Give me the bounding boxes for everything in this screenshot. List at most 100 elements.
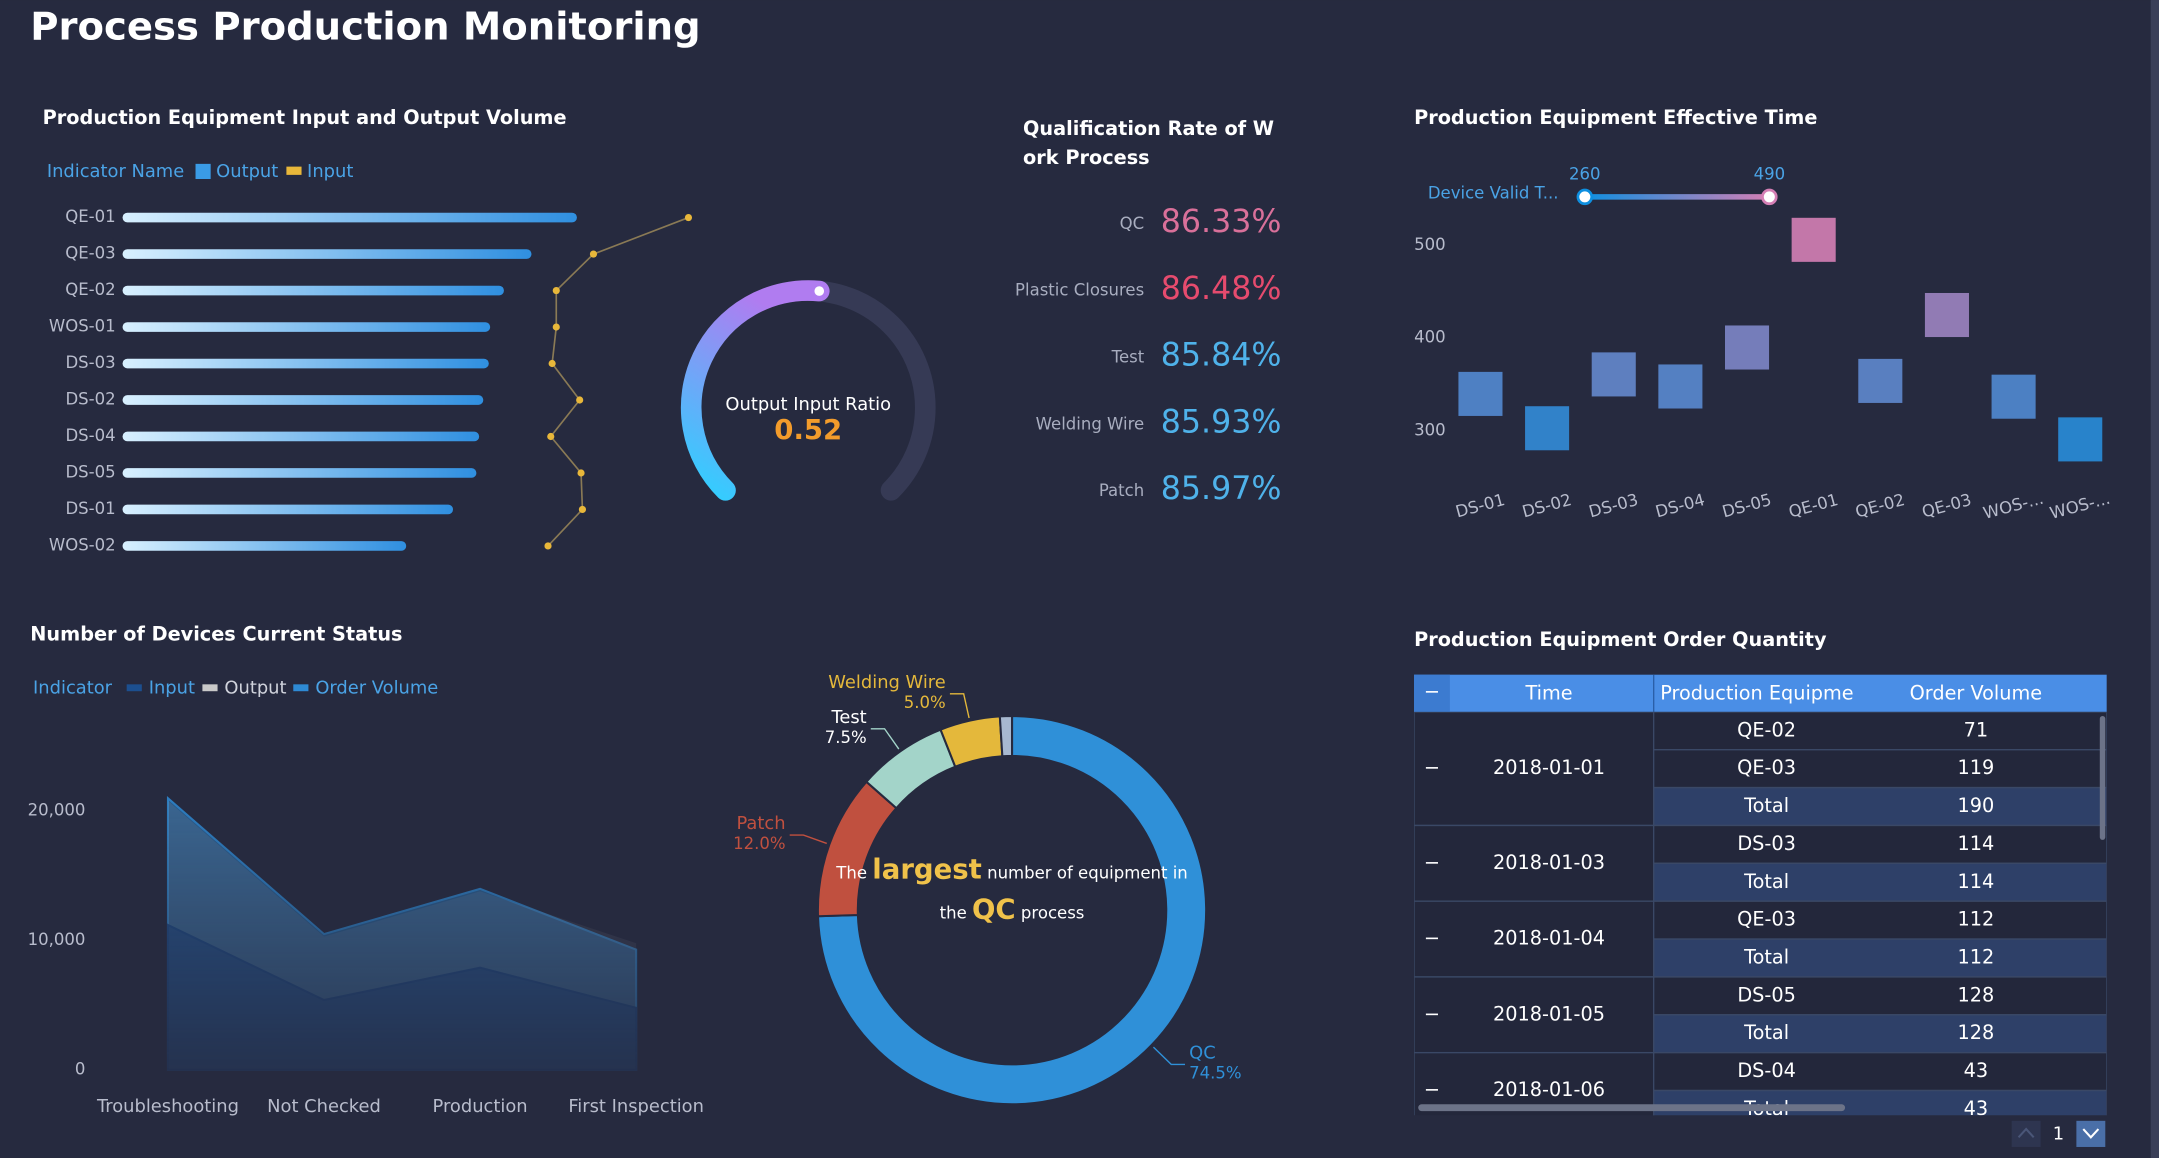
y-tick-label: 0 [75,1059,86,1078]
bar [122,468,477,478]
y-tick-label: QE-03 [65,244,115,263]
center-text-emphasis: QC [972,892,1016,926]
gauge-label: Output Input Ratio [725,394,891,415]
kpi-label: Test [1111,348,1145,367]
horizontal-scrollbar[interactable] [1418,1104,1846,1112]
y-tick-label: 10,000 [28,930,86,949]
center-text-part: process [1020,903,1085,923]
area-group [166,796,638,1071]
bar [122,249,532,259]
equipment-cell: QE-03 [1737,908,1796,931]
point [2058,417,2103,462]
point [1658,364,1703,409]
kpi-label: Welding Wire [1036,414,1145,433]
visual-map-label: Device Valid T... [1428,184,1559,203]
y-tick-label: 300 [1414,421,1446,440]
next-page[interactable] [2076,1120,2106,1147]
gauge-knob [811,283,827,299]
slice-label: Test [830,707,866,728]
panel-title: Production Equipment Order Quantity [1414,628,1827,651]
x-tick-label: Production [433,1096,528,1117]
table-header-toggle[interactable] [1414,674,1450,712]
slice-value: 5.0% [904,693,946,712]
time-cell: 2018-01-03 [1493,851,1605,874]
x-tick-label: Troubleshooting [96,1096,239,1117]
line-point [552,286,560,295]
table-row [1652,1051,2107,1092]
table-row [1652,862,2107,902]
equipment-cell: Total [1743,1021,1789,1044]
bar [122,285,504,296]
table-row [1652,711,2107,751]
leader-line [789,834,828,845]
slice-value: 7.5% [825,728,867,747]
equipment-cell: DS-05 [1737,983,1796,1006]
page-scrollbar[interactable] [2150,0,2159,1158]
line-point [577,469,585,477]
visual-map-handle[interactable] [1761,188,1778,206]
pie-slice [998,714,1014,758]
legend-title: Indicator Name [47,161,184,182]
leader-line [949,693,970,719]
toggle-icon: − [1424,680,1440,703]
toggle-icon[interactable]: − [1424,1002,1440,1025]
slice-label: QC [1189,1042,1216,1063]
table-row [1652,824,2107,865]
time-cell: 2018-01-05 [1493,1002,1605,1025]
table-row [1652,938,2107,978]
group-cell [1414,824,1655,902]
toggle-icon[interactable]: − [1424,756,1440,779]
vertical-scrollbar[interactable] [2099,716,2106,840]
line-point [548,359,556,368]
legend-label: Output [224,677,286,698]
point [1858,358,1903,403]
order-cell: 128 [1957,983,1994,1006]
table-row [1652,976,2107,1016]
point [1724,325,1770,370]
point [1991,374,2036,419]
y-tick-label: QE-01 [65,207,115,226]
legend-label: Output [216,161,278,182]
next-icon [2082,1128,2100,1139]
equipment-cell: DS-04 [1737,1059,1796,1082]
kpi-label: QC [1120,214,1145,233]
gauge-arc [680,280,830,501]
order-cell: 43 [1964,1097,1989,1120]
center-text-part: number of equipment in [987,863,1188,883]
legend-swatch [202,684,218,692]
legend-title: Indicator [33,677,113,698]
y-tick-label: QE-02 [65,280,115,299]
line-point [552,323,560,331]
y-tick-label: 20,000 [28,801,86,820]
order-cell: 190 [1957,794,1994,817]
y-tick-label: DS-03 [65,353,115,372]
toggle-icon[interactable]: − [1424,927,1440,950]
panel-title: Number of Devices Current Status [30,622,402,645]
area [166,923,638,1071]
page-title: Process Production Monitoring [30,4,700,49]
kpi-value: 85.84% [1161,338,1282,374]
table-row [1652,1014,2107,1054]
line [547,216,689,547]
x-tick-label: First Inspection [568,1096,704,1117]
toggle-icon[interactable]: − [1424,851,1440,874]
visual-map-handle[interactable] [1576,188,1594,206]
slice-label: Patch [736,813,785,834]
prev-page[interactable] [2011,1120,2041,1147]
kpi-value: 85.93% [1161,404,1282,440]
toggle-icon[interactable]: − [1424,1078,1440,1101]
equipment-cell: Total [1743,945,1789,968]
order-cell: 114 [1957,870,1994,893]
line-point [547,432,555,441]
point [1924,292,1969,338]
group-cell [1414,711,1655,827]
bar [122,322,491,332]
kpi-value: 86.33% [1161,204,1282,240]
legend-swatch [286,166,302,175]
order-cell: 112 [1957,908,1994,931]
visual-map-value: 260 [1569,164,1601,183]
time-cell: 2018-01-01 [1493,756,1605,779]
leader-line [1152,1046,1185,1066]
kpi-label: Plastic Closures [1015,281,1144,300]
equipment-cell: QE-02 [1737,718,1796,741]
